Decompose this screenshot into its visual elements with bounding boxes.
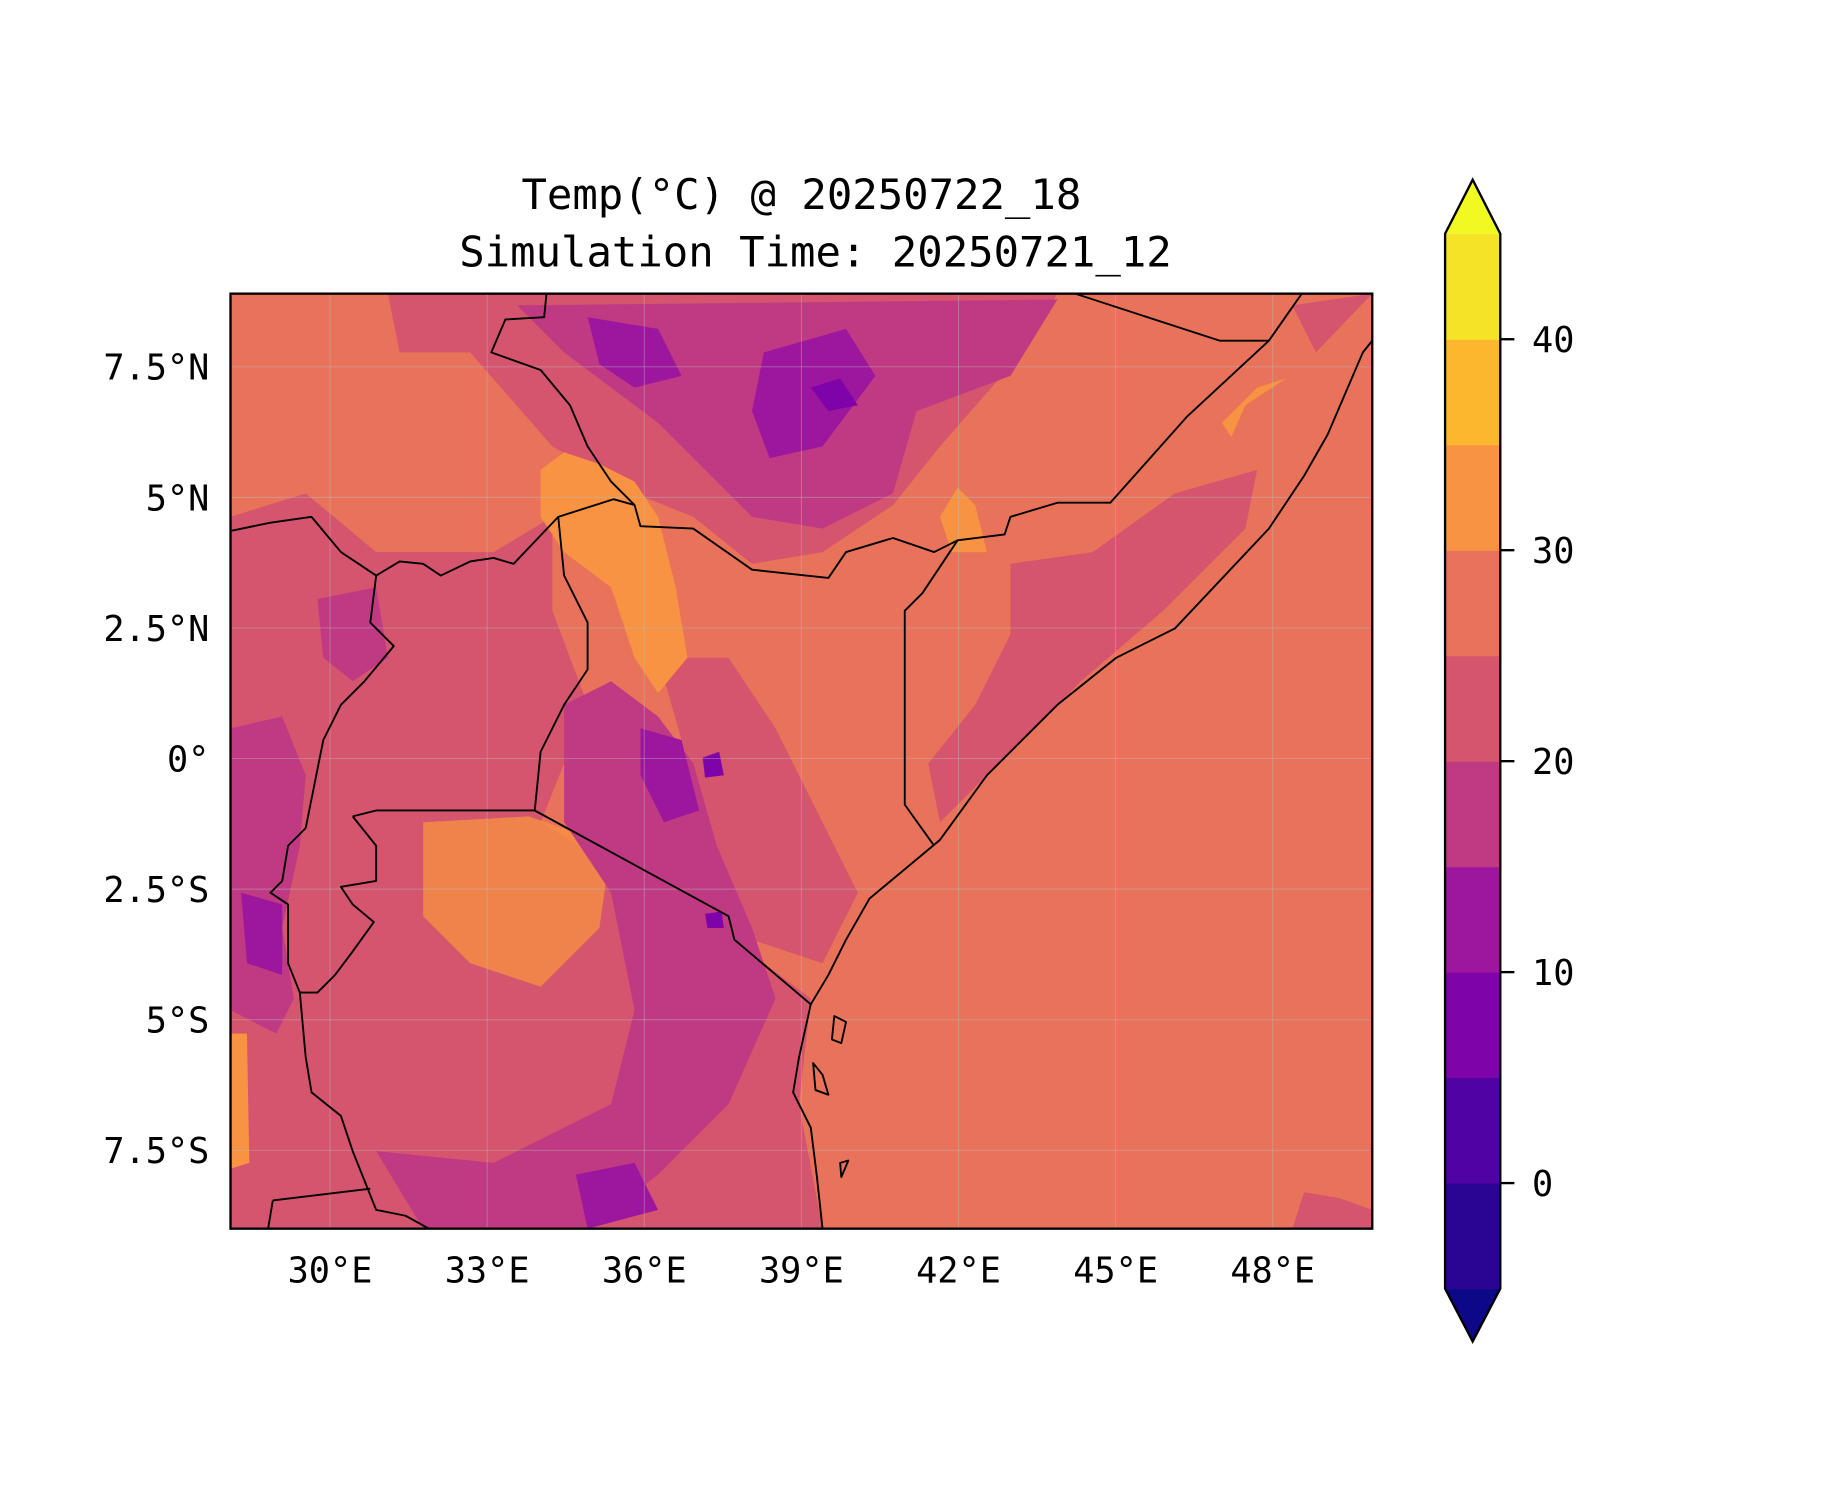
colorbar-band <box>1445 339 1501 446</box>
colorbar-band <box>1445 866 1501 973</box>
gridlines <box>230 293 1373 1229</box>
y-axis: 7.5°N 5°N 2.5°N 0° 2.5°S 5°S 7.5°S <box>103 348 209 1173</box>
contour-30-35 <box>230 378 1287 1169</box>
chart-subtitle: Simulation Time: 20250721_12 <box>459 228 1172 277</box>
x-axis: 30°E 33°E 36°E 39°E 42°E 45°E 48°E <box>288 1251 1316 1292</box>
island-mafia <box>839 1159 850 1178</box>
island-zanzibar <box>812 1062 830 1096</box>
x-tick-label: 36°E <box>602 1251 687 1292</box>
map-area <box>230 293 1373 1229</box>
colorbar-band <box>1445 1183 1501 1290</box>
y-tick-label: 7.5°S <box>103 1131 209 1172</box>
border-uganda-kenya <box>533 516 589 811</box>
x-tick-label: 33°E <box>445 1251 530 1292</box>
border-zambia <box>272 1187 371 1202</box>
colorbar-band <box>1445 761 1501 868</box>
colorbar-tick-label: 0 <box>1532 1164 1553 1205</box>
colorbar-band <box>1445 233 1501 340</box>
colorbar-band <box>1445 655 1501 762</box>
colorbar-tick-label: 30 <box>1532 531 1574 572</box>
colorbar-band <box>1445 550 1501 657</box>
y-tick-label: 0° <box>167 739 209 780</box>
y-tick-label: 2.5°N <box>103 609 209 650</box>
colorbar-tick-label: 10 <box>1532 953 1574 994</box>
contour-5-10 <box>702 378 858 928</box>
border-rwanda-burundi <box>299 815 378 994</box>
border-lake-tanganyika <box>269 827 430 1229</box>
border-congo-uganda <box>304 575 395 829</box>
border-uganda-tanzania <box>352 809 535 818</box>
border-kenya-tanzania <box>534 809 812 1006</box>
x-tick-label: 39°E <box>759 1251 844 1292</box>
x-tick-label: 30°E <box>288 1251 373 1292</box>
colorbar-tick-label: 20 <box>1532 742 1574 783</box>
map-frame <box>229 292 1374 1230</box>
colorbar-band <box>1445 444 1501 551</box>
island-pemba <box>830 1015 847 1045</box>
colorbar-tick-label: 40 <box>1532 320 1574 361</box>
y-tick-label: 2.5°S <box>103 870 209 911</box>
x-tick-label: 45°E <box>1073 1251 1158 1292</box>
coastline <box>792 340 1373 1229</box>
colorbar-extend-high <box>1445 179 1501 234</box>
contour-10-15 <box>241 317 876 1229</box>
colorbar-band <box>1445 1077 1501 1184</box>
border-kenya-somalia <box>903 293 1303 847</box>
y-tick-label: 5°S <box>146 1001 210 1042</box>
colorbar: 0 10 20 30 40 <box>1443 177 1574 1344</box>
colorbar-extend-low <box>1445 1288 1501 1342</box>
colorbar-outline <box>1443 177 1502 1344</box>
y-tick-label: 5°N <box>146 478 210 519</box>
colorbar-band <box>1445 972 1501 1079</box>
border-ethiopia-kenya-southsudan <box>230 498 959 579</box>
y-tick-label: 7.5°N <box>103 348 209 389</box>
x-tick-label: 48°E <box>1230 1251 1315 1292</box>
chart-title: Temp(°C) @ 20250722_18 <box>521 170 1081 219</box>
border-zambia-west <box>267 1200 274 1229</box>
border-ethiopia-somalia <box>1074 293 1269 342</box>
x-tick-label: 42°E <box>916 1251 1001 1292</box>
border-southsudan-ethiopia <box>490 293 636 506</box>
